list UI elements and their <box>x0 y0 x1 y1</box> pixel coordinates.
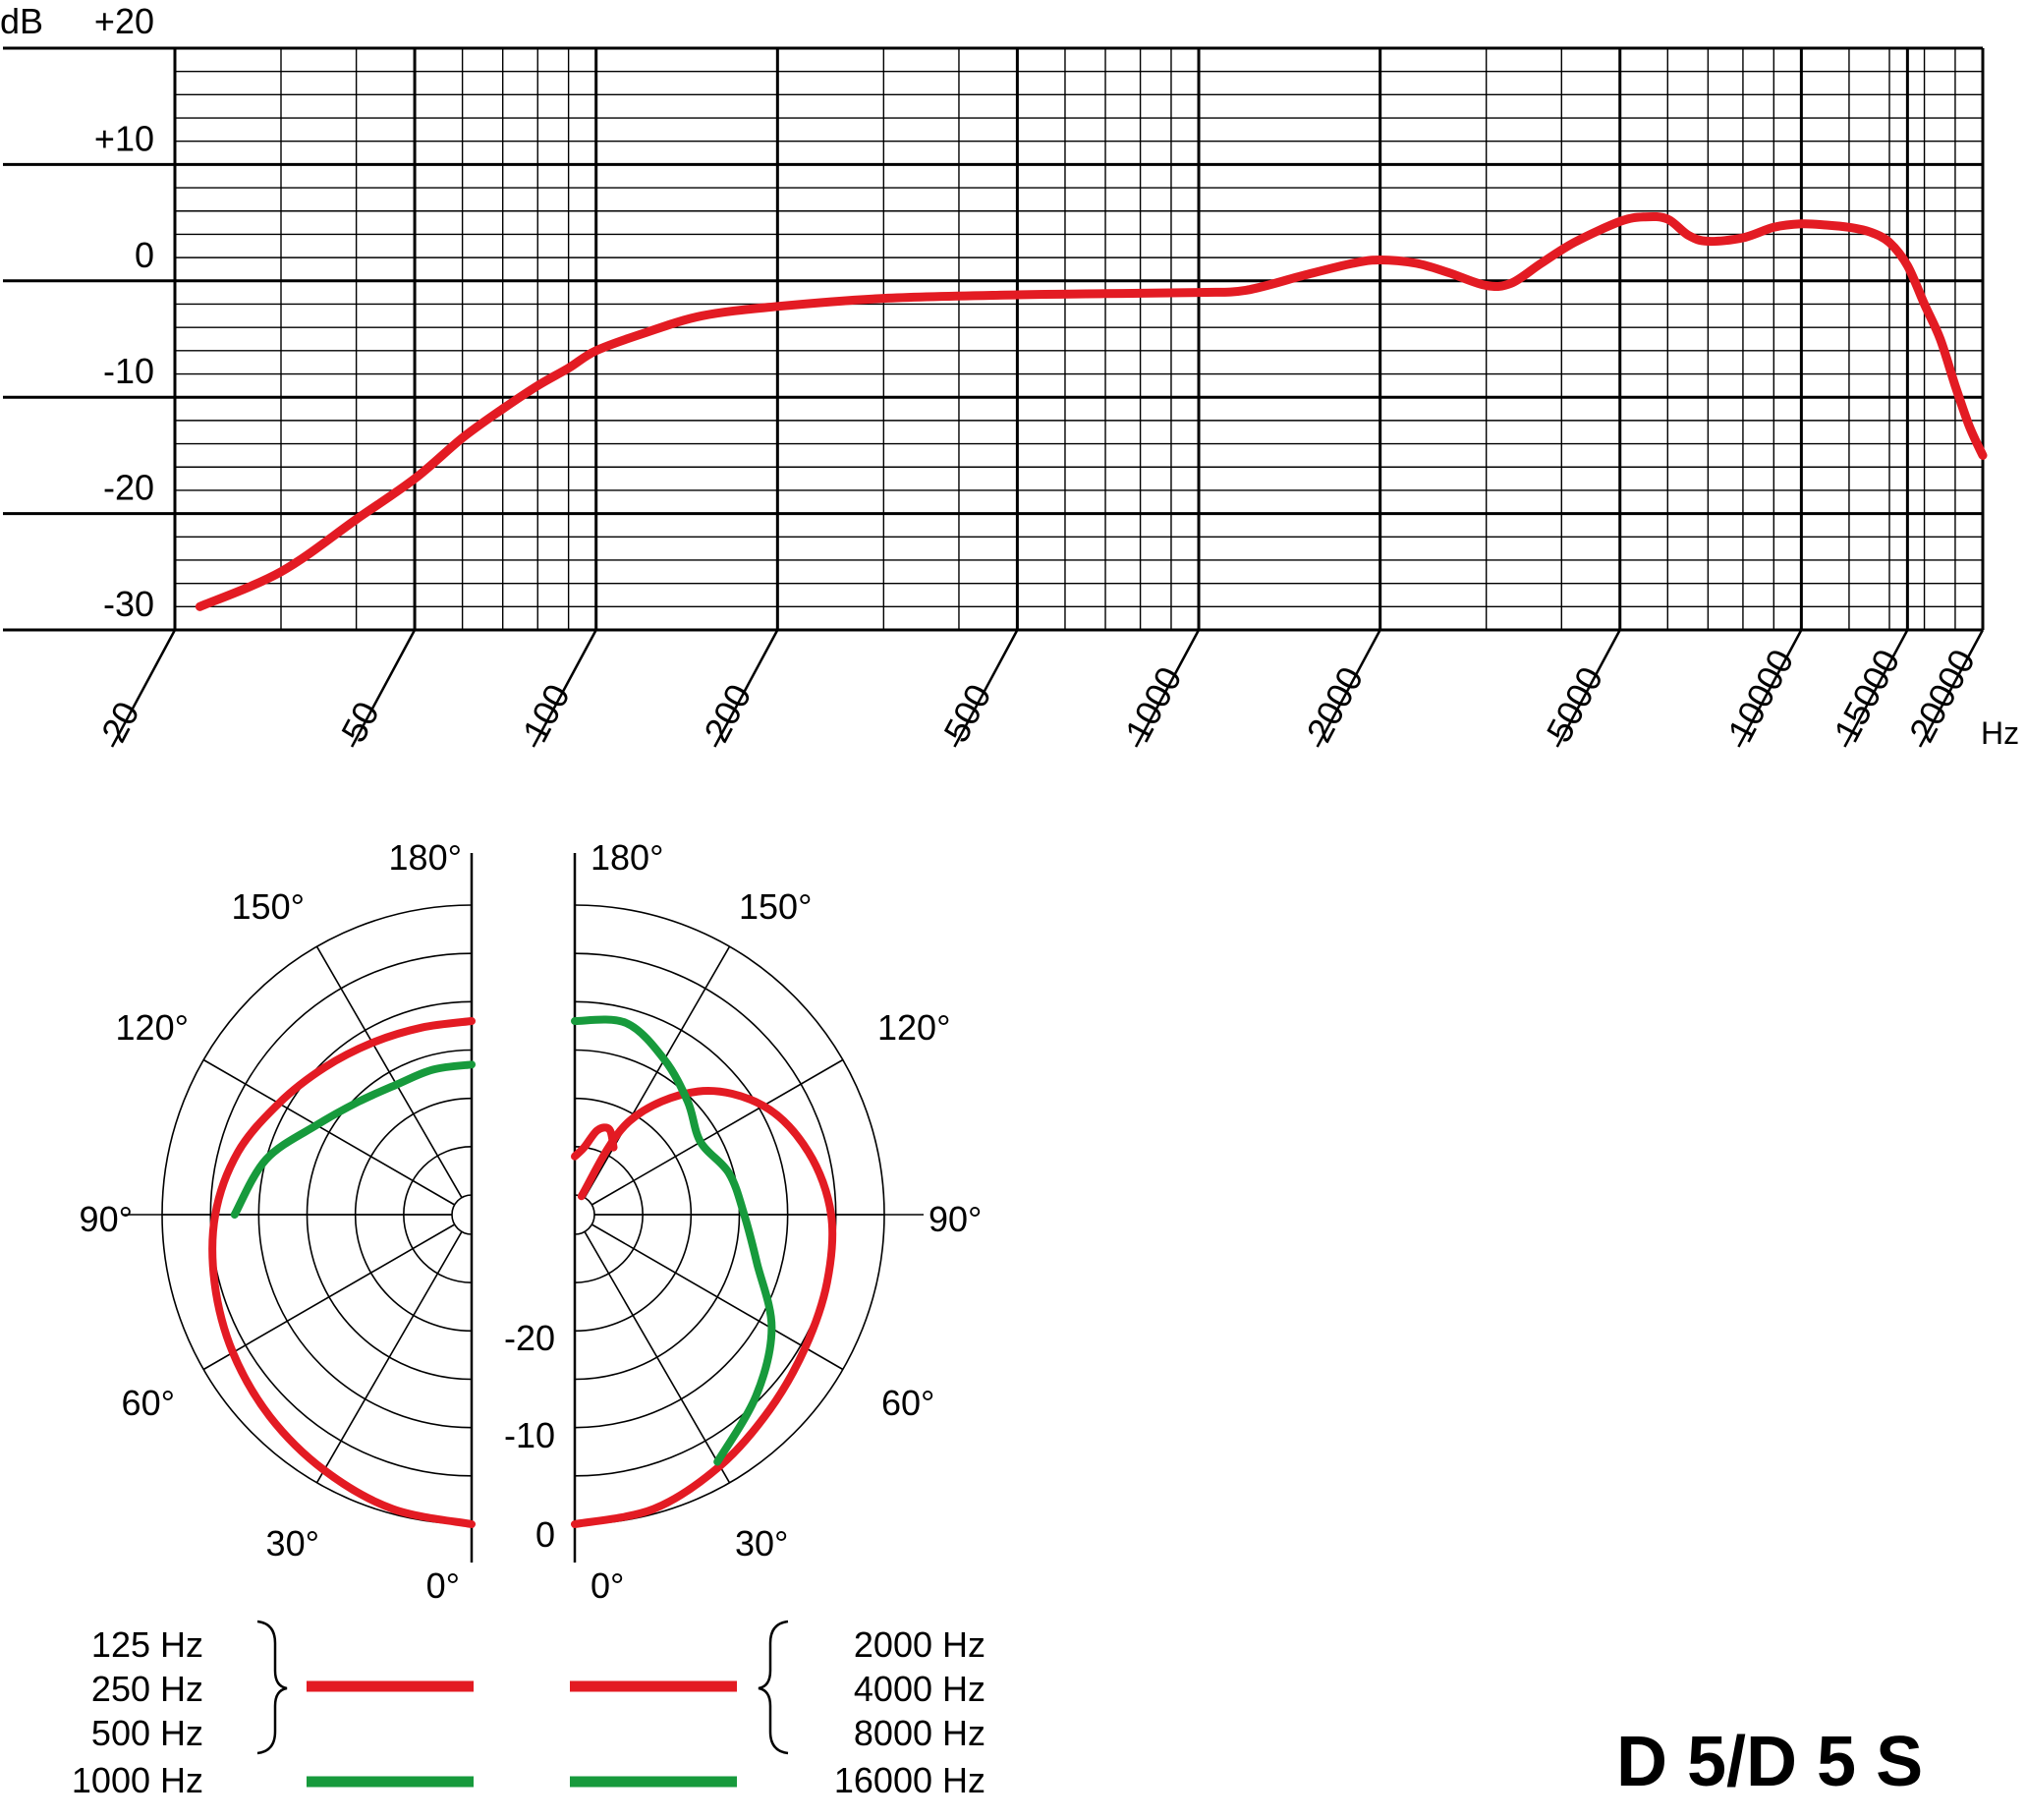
polar-spoke <box>202 1058 456 1206</box>
polar-curve-right <box>571 1087 837 1528</box>
x-tick-slash <box>1316 629 1381 748</box>
polar-angle-label-left: 60° <box>122 1383 175 1423</box>
x-tick-slash <box>1843 629 1909 748</box>
legend-brace-left <box>256 1620 288 1755</box>
polar-grid <box>123 853 924 1563</box>
x-tick-slash <box>1737 629 1803 748</box>
frequency-response-curve <box>195 211 1988 611</box>
x-tick-label: 20 <box>93 695 147 749</box>
y-tick-label: 0 <box>135 235 154 275</box>
y-tick-label: -30 <box>103 584 154 624</box>
x-tick-slash <box>110 629 177 748</box>
x-tick-slash <box>1134 629 1201 748</box>
x-tick-label: 1000 <box>1117 660 1190 749</box>
polar-curves <box>208 1015 837 1528</box>
polar-labels: 180° 150° 120° 90° 60° 30° 0° 180° 150° 120° 90° 60… <box>80 837 983 1606</box>
x-tick-label: 10000 <box>1719 643 1801 749</box>
polar-curve-right <box>571 1015 776 1466</box>
legend-brace-right <box>758 1620 789 1755</box>
legend-label: 250 Hz <box>91 1669 203 1709</box>
x-tick-slash <box>350 629 417 748</box>
x-tick-label: 5000 <box>1539 660 1611 749</box>
hz-unit-label: Hz <box>1981 715 2019 751</box>
polar-angle-label-right: 30° <box>735 1523 788 1564</box>
polar-angle-label-right: 90° <box>929 1199 982 1239</box>
polar-angle-label-left: 0° <box>426 1565 460 1606</box>
x-tick-label: 200 <box>696 677 759 748</box>
x-tick-slash <box>953 629 1019 748</box>
legend-label: 1000 Hz <box>72 1760 203 1800</box>
x-tick-label: 20000 <box>1901 643 1983 749</box>
y-tick-labels: +20 +10 0 -10 -20 -30 <box>94 1 154 624</box>
frequency-response-grid <box>3 46 1985 748</box>
y-tick-label: -10 <box>103 351 154 391</box>
y-tick-label: -20 <box>103 468 154 508</box>
polar-angle-label-right: 150° <box>739 886 812 927</box>
polar-angle-label-left: 180° <box>389 837 462 878</box>
x-tick-slash <box>713 629 779 748</box>
polar-spoke <box>591 1223 844 1371</box>
x-tick-label: 15000 <box>1826 643 1907 749</box>
x-tick-label: 100 <box>515 677 578 748</box>
polar-spoke <box>315 945 463 1199</box>
polar-spoke <box>591 1058 844 1206</box>
legend-label: 500 Hz <box>91 1713 203 1753</box>
polar-ring <box>574 1194 595 1235</box>
polar-angle-label-right: 180° <box>591 837 663 878</box>
polar-angle-label-left: 150° <box>232 886 305 927</box>
polar-spoke <box>584 945 731 1199</box>
y-tick-label: +20 <box>94 1 154 41</box>
y-tick-label: +10 <box>94 118 154 158</box>
legend-label: 2000 Hz <box>854 1624 985 1665</box>
x-tick-label: 50 <box>333 695 387 749</box>
polar-angle-label-left: 120° <box>116 1007 189 1048</box>
legend-label: 125 Hz <box>91 1624 203 1665</box>
x-tick-slash <box>1555 629 1621 748</box>
legend-label: 4000 Hz <box>854 1669 985 1709</box>
x-tick-label: 500 <box>935 677 998 748</box>
legend-label: 16000 Hz <box>834 1760 985 1800</box>
polar-angle-label-left: 30° <box>266 1523 319 1564</box>
polar-spoke <box>202 1223 456 1371</box>
polar-db-label: -20 <box>504 1318 555 1358</box>
x-tick-label: 2000 <box>1299 660 1372 749</box>
polar-angle-label-right: 60° <box>881 1383 934 1423</box>
polar-curve-left <box>230 1060 476 1219</box>
polar-curve-right <box>571 1123 618 1161</box>
polar-spoke <box>315 1230 463 1484</box>
polar-angle-label-right: 120° <box>877 1007 950 1048</box>
polar-spoke <box>584 1230 731 1484</box>
polar-angle-label-right: 0° <box>591 1565 624 1606</box>
legend-label: 8000 Hz <box>854 1713 985 1753</box>
polar-curve-left <box>208 1017 476 1528</box>
x-tick-slash <box>1918 629 1985 748</box>
x-tick-slash <box>532 629 597 748</box>
polar-angle-label-left: 90° <box>80 1199 133 1239</box>
polar-ring <box>451 1194 473 1235</box>
polar-db-label: 0 <box>535 1514 555 1555</box>
model-title: D 5/D 5 S <box>1616 1723 1923 1801</box>
db-unit-label: dB <box>0 1 43 41</box>
polar-db-label: -10 <box>504 1415 555 1455</box>
